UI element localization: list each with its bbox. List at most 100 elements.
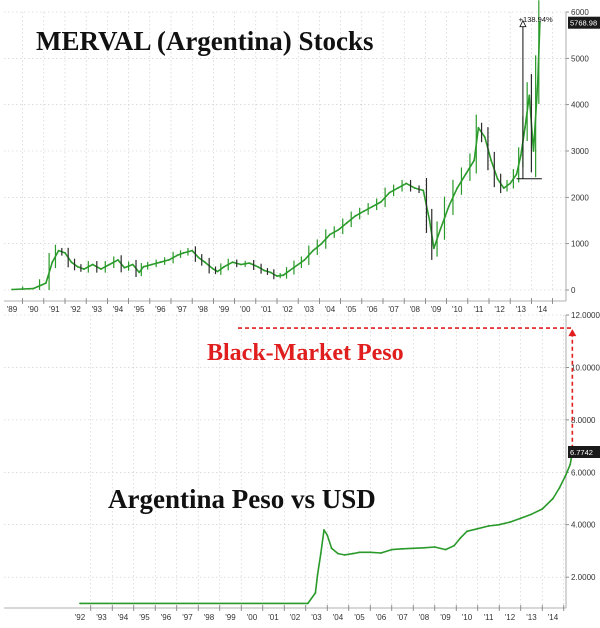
merval-data-point (51, 261, 54, 264)
peso-x-tick-label: '94 (118, 613, 129, 622)
merval-data-point (297, 263, 300, 266)
merval-y-tick-label: 6000 (571, 8, 589, 17)
merval-change-label: +138.94% (519, 15, 553, 24)
peso-x-tick-label: '96 (161, 613, 172, 622)
merval-data-point (528, 94, 531, 97)
peso-data-point (558, 487, 561, 489)
merval-data-point (182, 252, 185, 254)
peso-x-tick-label: '06 (376, 613, 387, 622)
merval-x-tick-label: '90 (28, 305, 39, 314)
merval-x-tick-label: '96 (155, 305, 166, 314)
merval-rise-arrowhead (519, 19, 527, 28)
merval-data-point (159, 261, 162, 264)
merval-data-point (502, 187, 505, 189)
merval-x-tick-label: '14 (537, 305, 548, 314)
peso-y-tick-label: 12.0000 (571, 311, 600, 320)
peso-series (79, 451, 574, 605)
peso-data-point (565, 474, 567, 476)
black-market-arrowhead (568, 329, 577, 337)
merval-data-point (223, 265, 225, 268)
merval-data-point (176, 254, 179, 257)
merval-x-tick-label: '03 (304, 305, 315, 314)
merval-title: MERVAL (Argentina) Stocks (36, 26, 374, 56)
merval-y-tick-label: 2000 (571, 193, 589, 202)
peso-data-point (390, 548, 393, 551)
merval-data-point (329, 233, 331, 236)
merval-data-point (405, 182, 408, 185)
merval-data-point (337, 228, 340, 231)
peso-data-point (509, 521, 511, 524)
merval-data-point (70, 261, 73, 264)
merval-x-tick-label: '04 (325, 305, 336, 314)
peso-data-point (79, 602, 81, 605)
merval-data-point (117, 258, 119, 261)
peso-data-point (476, 527, 479, 530)
merval-y-tick-label: 0 (571, 286, 576, 295)
merval-series (11, 0, 541, 291)
merval-x-tick-label: '05 (346, 305, 357, 314)
peso-x-tick-label: '14 (548, 613, 559, 622)
merval-data-point (167, 258, 170, 261)
peso-x-tick-label: '01 (268, 613, 279, 622)
merval-x-tick-label: '89 (7, 305, 18, 314)
merval-y-tick-label: 4000 (571, 101, 589, 110)
merval-data-point (257, 265, 259, 268)
peso-title: Argentina Peso vs USD (108, 484, 376, 514)
merval-data-point (519, 154, 522, 157)
peso-y-axis: 2.0000 4.0000 6.0000 8.0000 10.0000 12.0000 (565, 311, 600, 608)
merval-data-point (212, 268, 215, 271)
merval-data-point (532, 150, 535, 152)
peso-y-tick-label: 2.0000 (571, 573, 596, 582)
merval-data-point (536, 80, 539, 83)
merval-data-point (151, 263, 153, 266)
peso-x-tick-label: '10 (462, 613, 473, 622)
merval-x-tick-label: '07 (388, 305, 399, 314)
peso-x-tick-label: '99 (225, 613, 236, 622)
peso-y-tick-label: 4.0000 (571, 521, 596, 530)
merval-x-tick-label: '93 (92, 305, 103, 314)
peso-x-tick-label: '07 (397, 613, 408, 622)
peso-x-tick-label: '13 (526, 613, 537, 622)
peso-gridlines (4, 314, 566, 606)
peso-x-tick-label: '92 (75, 613, 86, 622)
black-market-label: Black-Market Peso (207, 340, 404, 366)
peso-value-tag-text: 6.7742 (570, 448, 593, 457)
peso-data-point (487, 525, 490, 527)
merval-x-tick-label: '02 (282, 305, 293, 314)
merval-x-tick-label: '91 (49, 305, 60, 314)
merval-data-point (496, 177, 499, 180)
merval-data-point (248, 262, 251, 265)
merval-panel: '89 '90 '91 '92 '93 '94 '95 '96 '97 '98 '99 '00 '01 '… (4, 0, 600, 314)
merval-data-point (131, 263, 134, 266)
merval-data-point (76, 265, 79, 268)
peso-data-point (314, 591, 317, 594)
merval-data-point (483, 136, 486, 139)
peso-x-tick-label: '11 (484, 613, 494, 622)
merval-data-point (432, 247, 435, 250)
peso-data-point (444, 548, 447, 551)
merval-data-point (477, 126, 480, 129)
peso-x-tick-label: '98 (204, 613, 215, 622)
peso-data-point (541, 508, 544, 510)
merval-data-point (64, 252, 66, 254)
merval-data-point (231, 261, 234, 264)
merval-data-point (100, 268, 102, 271)
merval-y-tick-label: 5000 (571, 54, 589, 63)
merval-data-point (191, 249, 194, 252)
merval-data-point (413, 187, 416, 189)
merval-x-tick-label: '92 (70, 305, 81, 314)
merval-last-value-tag: 5768.98 (568, 16, 600, 29)
peso-data-point (519, 517, 522, 520)
merval-data-point (379, 201, 382, 203)
merval-data-point (447, 205, 450, 208)
merval-y-tick-label: 3000 (571, 147, 589, 156)
merval-x-tick-label: '97 (176, 305, 187, 314)
merval-x-tick-label: '95 (134, 305, 145, 314)
peso-y-tick-label: 8.0000 (571, 416, 596, 425)
peso-data-point (459, 536, 462, 539)
merval-x-axis: '89 '90 '91 '92 '93 '94 '95 '96 '97 '98 '99 '00 '01 '… (4, 298, 566, 314)
peso-data-point (337, 552, 339, 555)
merval-data-point (216, 270, 219, 273)
peso-data-point (569, 463, 572, 466)
